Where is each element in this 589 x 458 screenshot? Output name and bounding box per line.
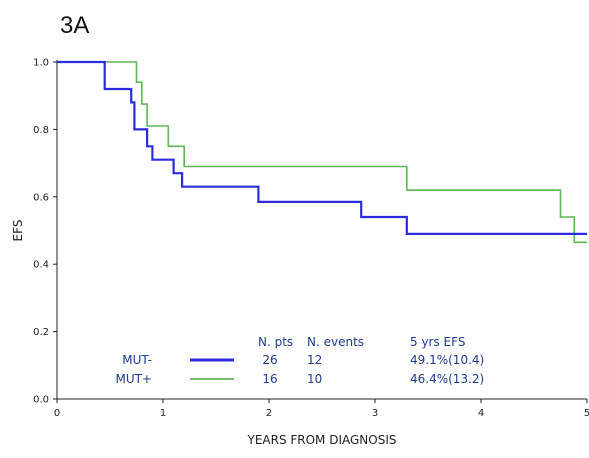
series-line-mut-minus	[57, 60, 587, 235]
legend-efs: 46.4%(13.2)	[410, 372, 484, 386]
legend-n-pts: 16	[262, 372, 277, 386]
legend-efs: 49.1%(10.4)	[410, 353, 484, 367]
y-tick-label: 0.6	[33, 192, 49, 203]
legend-n-pts: 26	[262, 353, 277, 367]
panel-label: 3A	[60, 12, 89, 39]
series-line-mut-plus	[57, 61, 587, 244]
legend-header: N. pts	[258, 335, 293, 349]
y-tick-label: 0.2	[33, 327, 49, 338]
x-tick-label: 1	[160, 408, 166, 419]
legend-label: MUT+	[115, 372, 152, 386]
y-tick-label: 1.0	[33, 58, 49, 69]
y-axis-label: EFS	[11, 220, 25, 242]
legend-label: MUT-	[122, 353, 152, 367]
y-tick-label: 0.8	[33, 125, 49, 136]
legend-n-events: 12	[307, 353, 322, 367]
legend-header: 5 yrs EFS	[410, 335, 465, 349]
x-tick-label: 0	[54, 408, 60, 419]
y-tick-label: 0.4	[33, 260, 49, 271]
x-tick-label: 2	[266, 408, 272, 419]
legend-header: N. events	[307, 335, 364, 349]
x-tick-label: 5	[584, 408, 589, 419]
legend-n-events: 10	[307, 372, 322, 386]
x-axis-label: YEARS FROM DIAGNOSIS	[246, 433, 396, 447]
y-tick-label: 0.0	[33, 395, 49, 406]
x-tick-label: 4	[478, 408, 484, 419]
x-tick-label: 3	[372, 408, 378, 419]
